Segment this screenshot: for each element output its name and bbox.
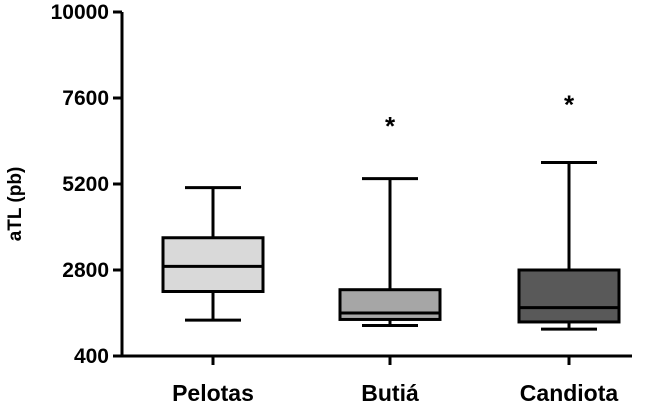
y-axis: 400 2800 5200 7600 10000: [51, 1, 124, 368]
y-tick-label: 5200: [62, 173, 109, 196]
outlier-marker: *: [385, 111, 396, 141]
x-axis: Pelotas Butiá Candiota: [122, 354, 632, 406]
x-category-label: Pelotas: [172, 380, 254, 406]
box-candiota: *: [517, 90, 621, 331]
x-category-label: Candiota: [520, 380, 619, 406]
y-tick-label: 10000: [51, 1, 109, 24]
box-iqr: [517, 268, 621, 324]
box-iqr: [161, 236, 265, 293]
outlier-marker: *: [564, 90, 575, 120]
box-pelotas: [161, 186, 265, 322]
y-axis-title: aTL (pb): [5, 167, 26, 242]
y-tick-label: 7600: [62, 87, 109, 110]
x-category-label: Butiá: [361, 380, 419, 406]
y-tick-label: 2800: [62, 259, 109, 282]
y-tick-label: 400: [74, 345, 109, 368]
box-butia: *: [338, 111, 442, 328]
boxes-layer: **: [161, 90, 621, 331]
box-iqr: [338, 288, 442, 321]
